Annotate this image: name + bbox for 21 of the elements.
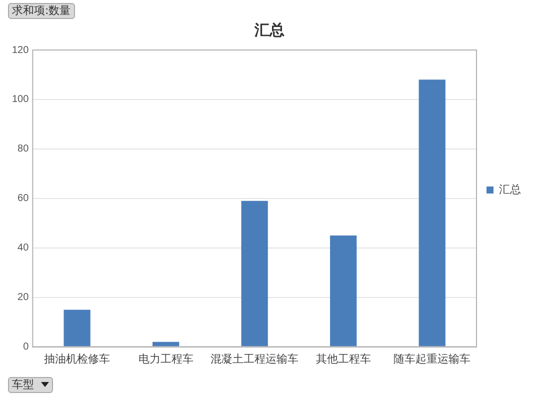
y-tick-label: 20: [18, 292, 30, 304]
y-tick-label: 120: [12, 44, 30, 56]
x-tick-label: 抽油机检修车: [44, 352, 110, 366]
y-tick-label: 100: [12, 94, 30, 106]
bar: [418, 80, 446, 346]
field-button: 求和项:数量: [8, 3, 75, 19]
y-tick-label: 40: [18, 242, 30, 254]
bar: [152, 342, 180, 346]
x-tick-label: 随车起重运输车: [394, 352, 471, 366]
x-tick-label: 其他工程车: [316, 352, 371, 366]
bar: [241, 200, 268, 346]
chart-title: 汇总: [254, 20, 284, 39]
y-tick-label: 0: [23, 342, 30, 353]
y-tick-label: 80: [18, 144, 30, 155]
legend-label: 汇总: [499, 182, 521, 196]
y-tick-label: 60: [18, 193, 30, 204]
x-tick-label: 混凝土工程运输车: [210, 352, 299, 366]
field-button: 车型: [8, 377, 53, 393]
bar: [330, 236, 357, 346]
bar: [64, 310, 90, 346]
x-tick-label: 电力工程车: [138, 352, 194, 366]
